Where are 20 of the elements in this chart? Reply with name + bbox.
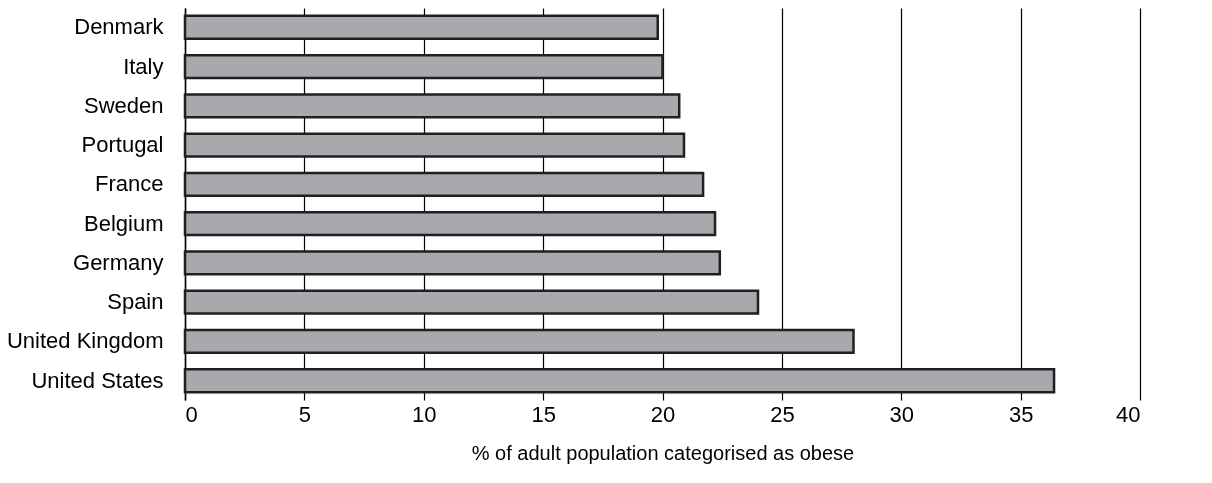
y-tick-label: Sweden	[83, 92, 164, 118]
x-tick-label: 25	[770, 401, 795, 427]
x-tick-label: 20	[650, 401, 676, 427]
y-tick-label: Portugal	[81, 132, 164, 158]
y-tick-label: Spain	[107, 289, 164, 315]
y-tick-label: Germany	[73, 249, 164, 275]
x-tick-label: 40	[1116, 401, 1141, 427]
y-tick-label: France	[95, 171, 164, 197]
x-tick-label: 30	[889, 401, 914, 427]
y-tick-label: Italy	[123, 53, 164, 79]
x-tick-label: 10	[412, 401, 437, 427]
x-axis-title: % of adult population categorised as obese	[471, 441, 855, 464]
x-tick-label: 15	[531, 401, 556, 427]
y-tick-label: Belgium	[84, 210, 164, 236]
y-tick-label: United Kingdom	[6, 328, 164, 354]
x-tick-label: 5	[298, 401, 311, 427]
y-tick-label: United States	[31, 367, 164, 393]
x-tick-label: 35	[1008, 401, 1034, 427]
x-tick-label: 0	[185, 401, 198, 427]
y-tick-label: Denmark	[74, 14, 165, 40]
